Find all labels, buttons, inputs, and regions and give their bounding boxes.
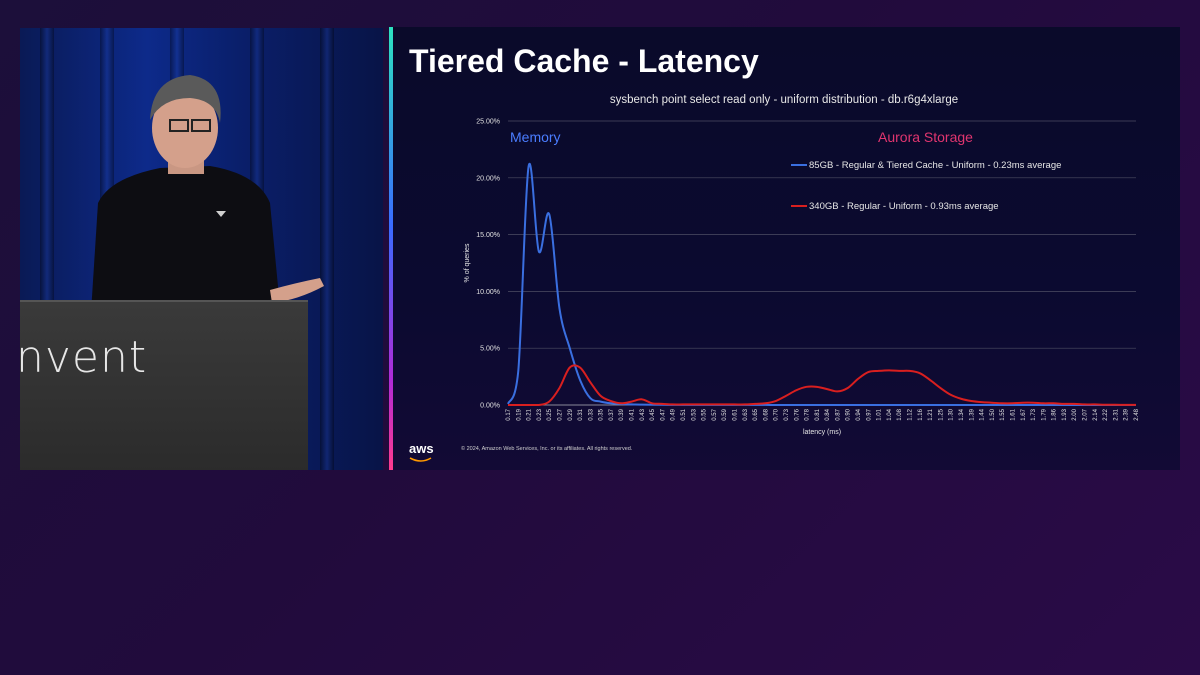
x-tick-label: 1.50 (990, 408, 996, 420)
x-tick-label: 0.17 (506, 408, 512, 420)
x-tick-label: 0.41 (630, 408, 636, 420)
x-tick-label: 0.73 (784, 408, 790, 420)
x-tick-label: 0.53 (691, 408, 697, 420)
x-tick-label: 2.00 (1072, 408, 1078, 420)
slide-title: Tiered Cache - Latency (409, 43, 759, 79)
slide-accent-bar (389, 27, 393, 470)
aurora-storage-region-label: Aurora Storage (878, 129, 973, 145)
x-axis-ticks: 0.17 0.19 0.21 0.23 0.25 0.27 0.29 0.31 0.33 0.35… (506, 408, 1140, 420)
x-tick-label: 0.31 (578, 408, 584, 420)
x-tick-label: 2.07 (1083, 408, 1089, 420)
y-tick-label: 25.00% (476, 119, 500, 126)
x-tick-label: 0.81 (815, 408, 821, 420)
x-tick-label: 1.93 (1062, 408, 1068, 420)
x-tick-label: 2.22 (1103, 408, 1109, 420)
legend-label-340gb: 340GB - Regular - Uniform - 0.93ms avera… (809, 201, 999, 212)
x-tick-label: 0.27 (557, 408, 563, 420)
x-tick-label: 0.90 (846, 408, 852, 420)
series-line-85gb-tiered-cache (507, 162, 1136, 406)
speaker-figure (90, 75, 324, 328)
x-tick-label: 0.23 (537, 408, 543, 420)
x-tick-label: 0.94 (856, 408, 862, 420)
chart-title: sysbench point select read only - unifor… (609, 94, 959, 106)
x-tick-label: 1.86 (1052, 408, 1058, 420)
x-tick-label: 0.33 (588, 408, 594, 420)
x-tick-label: 1.73 (1031, 408, 1037, 420)
x-tick-label: 0.43 (640, 408, 646, 420)
x-tick-label: 0.35 (599, 408, 605, 420)
x-tick-label: 1.67 (1021, 408, 1027, 420)
series-line-340gb-regular (507, 364, 1137, 406)
presentation-slide: Tiered Cache - Latency sysbench point se… (389, 27, 1180, 470)
legend: 85GB - Regular & Tiered Cache - Uniform … (791, 160, 1061, 212)
x-tick-label: 0.65 (753, 408, 759, 420)
x-tick-label: 0.63 (743, 408, 749, 420)
y-tick-label: 0.00% (480, 403, 500, 410)
x-tick-label: 0.25 (547, 408, 553, 420)
y-tick-label: 15.00% (476, 232, 500, 239)
x-tick-label: 1.34 (959, 408, 965, 420)
copyright-notice: © 2024, Amazon Web Services, Inc. or its… (461, 446, 633, 452)
x-tick-label: 0.78 (805, 408, 811, 420)
x-tick-label: 0.47 (660, 408, 666, 420)
curtain-fold (320, 28, 334, 470)
x-tick-label: 2.39 (1124, 408, 1130, 420)
x-tick-label: 2.31 (1113, 408, 1119, 420)
y-tick-label: 10.00% (476, 289, 500, 296)
x-tick-label: 0.68 (763, 408, 769, 420)
x-tick-label: 1.04 (887, 408, 893, 420)
x-tick-label: 1.08 (897, 408, 903, 420)
x-tick-label: 0.29 (568, 408, 574, 420)
latency-chart: 0.00%5.00%10.00%15.00%20.00%25.00% 0.17 0… (464, 119, 1140, 437)
x-tick-label: 2.14 (1093, 408, 1099, 420)
x-tick-label: 1.39 (969, 408, 975, 420)
podium-logo-text: nvent (20, 332, 148, 383)
x-tick-label: 0.57 (712, 408, 718, 420)
x-tick-label: 0.19 (516, 408, 522, 420)
x-tick-label: 0.37 (609, 408, 615, 420)
x-tick-label: 0.55 (702, 408, 708, 420)
x-tick-label: 0.59 (722, 408, 728, 420)
speaker-video-panel: nvent (20, 28, 383, 470)
podium: nvent (20, 300, 308, 470)
y-axis-ticks: 0.00% 5.00% 10.00% 15.00% 20.00% 25.00% (476, 119, 500, 410)
y-tick-label: 5.00% (480, 346, 500, 353)
x-tick-label: 1.01 (877, 408, 883, 420)
x-tick-label: 1.79 (1041, 408, 1047, 420)
x-tick-label: 1.55 (1000, 408, 1006, 420)
x-tick-label: 2.48 (1134, 408, 1140, 420)
x-tick-label: 0.76 (794, 408, 800, 420)
x-tick-label: 0.97 (866, 408, 872, 420)
x-tick-label: 0.70 (774, 408, 780, 420)
x-tick-label: 1.61 (1010, 408, 1016, 420)
series-lines (507, 162, 1137, 406)
x-axis-title: latency (ms) (803, 429, 841, 436)
x-tick-label: 1.12 (908, 408, 914, 420)
x-tick-label: 0.61 (732, 408, 738, 420)
x-tick-label: 1.30 (949, 408, 955, 420)
x-tick-label: 0.39 (619, 408, 625, 420)
aws-logo: aws (409, 441, 434, 456)
x-tick-label: 0.49 (671, 408, 677, 420)
y-tick-label: 20.00% (476, 175, 500, 182)
aws-smile-icon (409, 457, 432, 462)
x-tick-label: 1.44 (980, 408, 986, 420)
x-tick-label: 0.84 (825, 408, 831, 420)
x-tick-label: 0.21 (527, 408, 533, 420)
x-tick-label: 0.51 (681, 408, 687, 420)
legend-label-85gb: 85GB - Regular & Tiered Cache - Uniform … (809, 160, 1061, 171)
x-tick-label: 1.25 (938, 408, 944, 420)
x-tick-label: 0.45 (650, 408, 656, 420)
memory-region-label: Memory (510, 129, 561, 145)
x-tick-label: 0.87 (835, 408, 841, 420)
x-tick-label: 1.21 (928, 408, 934, 420)
x-tick-label: 1.16 (918, 408, 924, 420)
y-axis-title: % of queries (464, 243, 471, 282)
